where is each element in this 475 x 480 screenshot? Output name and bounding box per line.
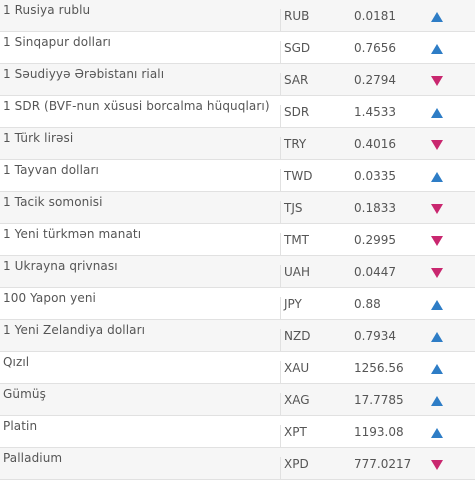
currency-name: 1 Ukrayna qrivnası [3,259,118,273]
rate-row-xpt: Platin XPT 1193.08 [0,416,475,448]
currency-code: XAG [280,393,346,416]
exchange-rate-value: 0.2794 [354,73,396,87]
down-triangle-icon [431,236,443,246]
currency-code: NZD [280,329,346,352]
up-triangle-icon [431,108,443,118]
up-triangle-icon [431,428,443,438]
exchange-rate-value: 0.88 [354,297,381,311]
exchange-rate-value: 1.4533 [354,105,396,119]
currency-code: XAU [280,361,346,384]
currency-name: 1 Tayvan dolları [3,163,99,177]
exchange-rate-value: 0.7934 [354,329,396,343]
currency-name: 1 Rusiya rublu [3,3,91,17]
rate-row-xag: Gümüş XAG 17.7785 [0,384,475,416]
up-triangle-icon [431,44,443,54]
rate-row-twd: 1 Tayvan dolları TWD 0.0335 [0,160,475,192]
currency-code: TMT [280,233,346,256]
rate-row-tjs: 1 Tacik somonisi TJS 0.1833 [0,192,475,224]
rate-row-rub: 1 Rusiya rublu RUB 0.0181 [0,0,475,32]
currency-code: XPT [280,425,346,448]
exchange-rate-value: 1256.56 [354,361,404,375]
down-triangle-icon [431,140,443,150]
exchange-rate-value: 777.0217 [354,457,412,471]
exchange-rate-value: 17.7785 [354,393,404,407]
down-triangle-icon [431,460,443,470]
down-triangle-icon [431,76,443,86]
currency-name: 1 Sinqapur dolları [3,35,111,49]
currency-code: TJS [280,201,346,224]
rate-row-jpy: 100 Yapon yeni JPY 0.88 [0,288,475,320]
up-triangle-icon [431,396,443,406]
currency-code: SDR [280,105,346,128]
up-triangle-icon [431,12,443,22]
rate-row-try: 1 Türk lirəsi TRY 0.4016 [0,128,475,160]
rate-row-sgd: 1 Sinqapur dolları SGD 0.7656 [0,32,475,64]
exchange-rate-value: 0.0181 [354,9,396,23]
exchange-rate-value: 0.0447 [354,265,396,279]
currency-code: SAR [280,73,346,96]
currency-code: TWD [280,169,346,192]
exchange-rate-value: 0.2995 [354,233,396,247]
exchange-rate-value: 0.7656 [354,41,396,55]
rate-row-xpd: Palladium XPD 777.0217 [0,448,475,480]
currency-code: XPD [280,457,346,480]
down-triangle-icon [431,204,443,214]
rate-row-tmt: 1 Yeni türkmən manatı TMT 0.2995 [0,224,475,256]
rate-row-uah: 1 Ukrayna qrivnası UAH 0.0447 [0,256,475,288]
up-triangle-icon [431,364,443,374]
currency-name: 1 SDR (BVF-nun xüsusi borcalma hüquqları… [3,99,270,113]
currency-code: TRY [280,137,346,160]
currency-code: SGD [280,41,346,64]
currency-code: JPY [280,297,346,320]
currency-code: UAH [280,265,346,288]
exchange-rate-value: 0.0335 [354,169,396,183]
currency-name: 100 Yapon yeni [3,291,96,305]
currency-name: 1 Səudiyyə Ərəbistanı rialı [3,67,165,81]
rate-row-sdr: 1 SDR (BVF-nun xüsusi borcalma hüquqları… [0,96,475,128]
exchange-rate-value: 1193.08 [354,425,404,439]
exchange-rate-value: 0.4016 [354,137,396,151]
currency-name: Gümüş [3,387,46,401]
currency-name: 1 Tacik somonisi [3,195,103,209]
up-triangle-icon [431,172,443,182]
rate-row-sar: 1 Səudiyyə Ərəbistanı rialı SAR 0.2794 [0,64,475,96]
rate-row-xau: Qızıl XAU 1256.56 [0,352,475,384]
down-triangle-icon [431,268,443,278]
up-triangle-icon [431,300,443,310]
currency-name: 1 Yeni türkmən manatı [3,227,142,241]
rate-row-nzd: 1 Yeni Zelandiya dolları NZD 0.7934 [0,320,475,352]
currency-name: Platin [3,419,38,433]
up-triangle-icon [431,332,443,342]
currency-code: RUB [280,9,346,32]
currency-name: 1 Türk lirəsi [3,131,74,145]
currency-name: Qızıl [3,355,30,369]
exchange-rate-value: 0.1833 [354,201,396,215]
currency-name: Palladium [3,451,63,465]
currency-name: 1 Yeni Zelandiya dolları [3,323,146,337]
